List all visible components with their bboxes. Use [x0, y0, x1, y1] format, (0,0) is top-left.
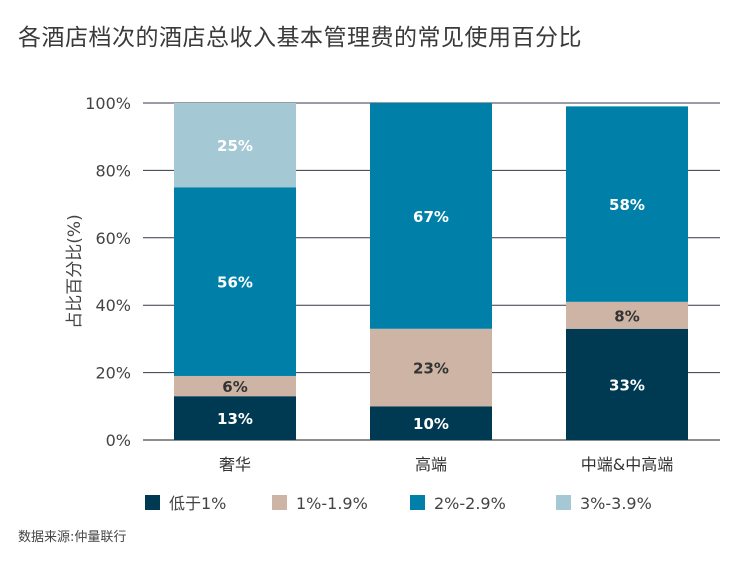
- y-tick-label: 100%: [85, 94, 131, 113]
- legend-swatch: [410, 495, 425, 510]
- x-tick-label: 中端&中高端: [581, 455, 673, 474]
- bar-segment: [174, 375, 296, 397]
- data-label: 23%: [413, 360, 449, 378]
- x-tick-label: 奢华: [219, 455, 251, 474]
- bar-segment: [370, 406, 492, 440]
- bar-segment: [174, 103, 296, 188]
- legend-label: 3%-3.9%: [580, 494, 652, 513]
- data-label: 58%: [609, 196, 645, 214]
- legend-swatch: [556, 495, 571, 510]
- data-label: 10%: [413, 415, 449, 433]
- data-label: 56%: [217, 274, 253, 292]
- bar-segment: [370, 328, 492, 407]
- data-label: 33%: [609, 376, 645, 394]
- y-tick-label: 0%: [106, 431, 131, 450]
- legend-swatch: [145, 495, 160, 510]
- legend-label: 低于1%: [169, 494, 226, 513]
- y-tick-label: 20%: [95, 364, 131, 383]
- data-label: 25%: [217, 137, 253, 155]
- bar-segment: [566, 301, 688, 329]
- y-tick-label: 60%: [95, 229, 131, 248]
- source-note: 数据来源:仲量联行: [18, 530, 127, 545]
- data-label: 6%: [222, 378, 247, 396]
- x-tick-label: 高端: [415, 455, 447, 474]
- bar-segment: [174, 396, 296, 440]
- y-tick-label: 40%: [95, 296, 131, 315]
- data-label: 67%: [413, 208, 449, 226]
- y-axis-label: 占比百分比(%): [65, 214, 85, 328]
- y-tick-label: 80%: [95, 161, 131, 180]
- bar-segment: [566, 328, 688, 440]
- bar-segment: [174, 187, 296, 376]
- legend-swatch: [272, 495, 287, 510]
- legend-label: 1%-1.9%: [296, 494, 368, 513]
- data-label: 8%: [614, 307, 639, 325]
- chart-title: 各酒店档次的酒店总收入基本管理费的常见使用百分比: [18, 25, 582, 51]
- legend-label: 2%-2.9%: [434, 494, 506, 513]
- data-label: 13%: [217, 410, 253, 428]
- bar-segment: [566, 106, 688, 302]
- bar-segment: [370, 103, 492, 329]
